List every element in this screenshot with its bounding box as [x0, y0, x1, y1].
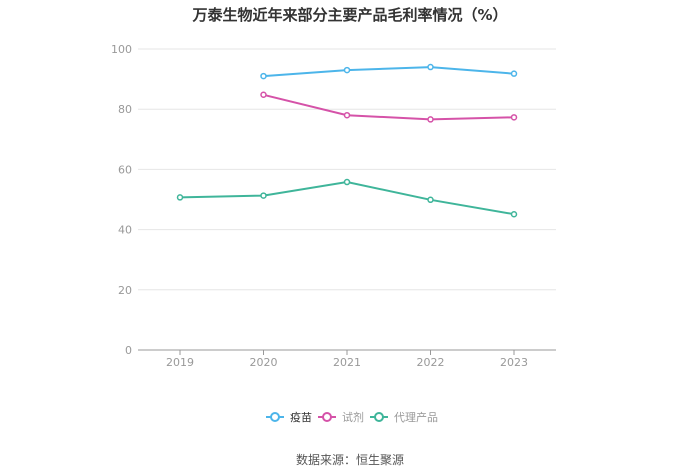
data-point	[510, 210, 518, 218]
chart-title: 万泰生物近年来部分主要产品毛利率情况（%）	[192, 6, 508, 24]
series-line	[263, 66, 515, 78]
legend-marker	[270, 412, 280, 422]
data-point	[510, 114, 518, 121]
data-point	[176, 194, 184, 201]
y-tick-label: 80	[118, 103, 132, 116]
x-tick-label: 2021	[333, 356, 361, 369]
x-tick-label: 2020	[250, 356, 278, 369]
source-note: 数据来源：恒生聚源	[295, 453, 404, 467]
y-tick-label: 0	[125, 344, 132, 357]
data-point	[260, 192, 267, 199]
data-point	[510, 70, 518, 77]
legend-label: 试剂	[342, 410, 364, 424]
data-point	[343, 178, 351, 186]
data-point	[427, 63, 434, 71]
legend-item: 疫苗	[266, 410, 312, 424]
legend-label: 代理产品	[394, 410, 438, 424]
series-line	[263, 93, 515, 121]
x-tick-label: 2019	[166, 356, 194, 369]
legend-item: 代理产品	[370, 410, 438, 424]
data-point	[343, 111, 351, 119]
data-point	[427, 196, 434, 204]
y-tick-label: 20	[118, 284, 132, 297]
data-point	[260, 91, 267, 99]
series-line	[179, 180, 515, 216]
legend-item: 试剂	[318, 410, 364, 424]
x-tick-label: 2022	[417, 356, 445, 369]
x-tick-label: 2023	[500, 356, 528, 369]
y-tick-label: 40	[118, 224, 132, 237]
data-point	[427, 116, 434, 123]
data-point	[343, 66, 351, 74]
y-tick-label: 100	[111, 43, 132, 56]
y-tick-label: 60	[118, 163, 132, 176]
data-point	[260, 72, 267, 80]
legend-label: 疫苗	[290, 410, 312, 424]
legend-marker	[322, 412, 332, 422]
legend-marker	[374, 412, 384, 422]
